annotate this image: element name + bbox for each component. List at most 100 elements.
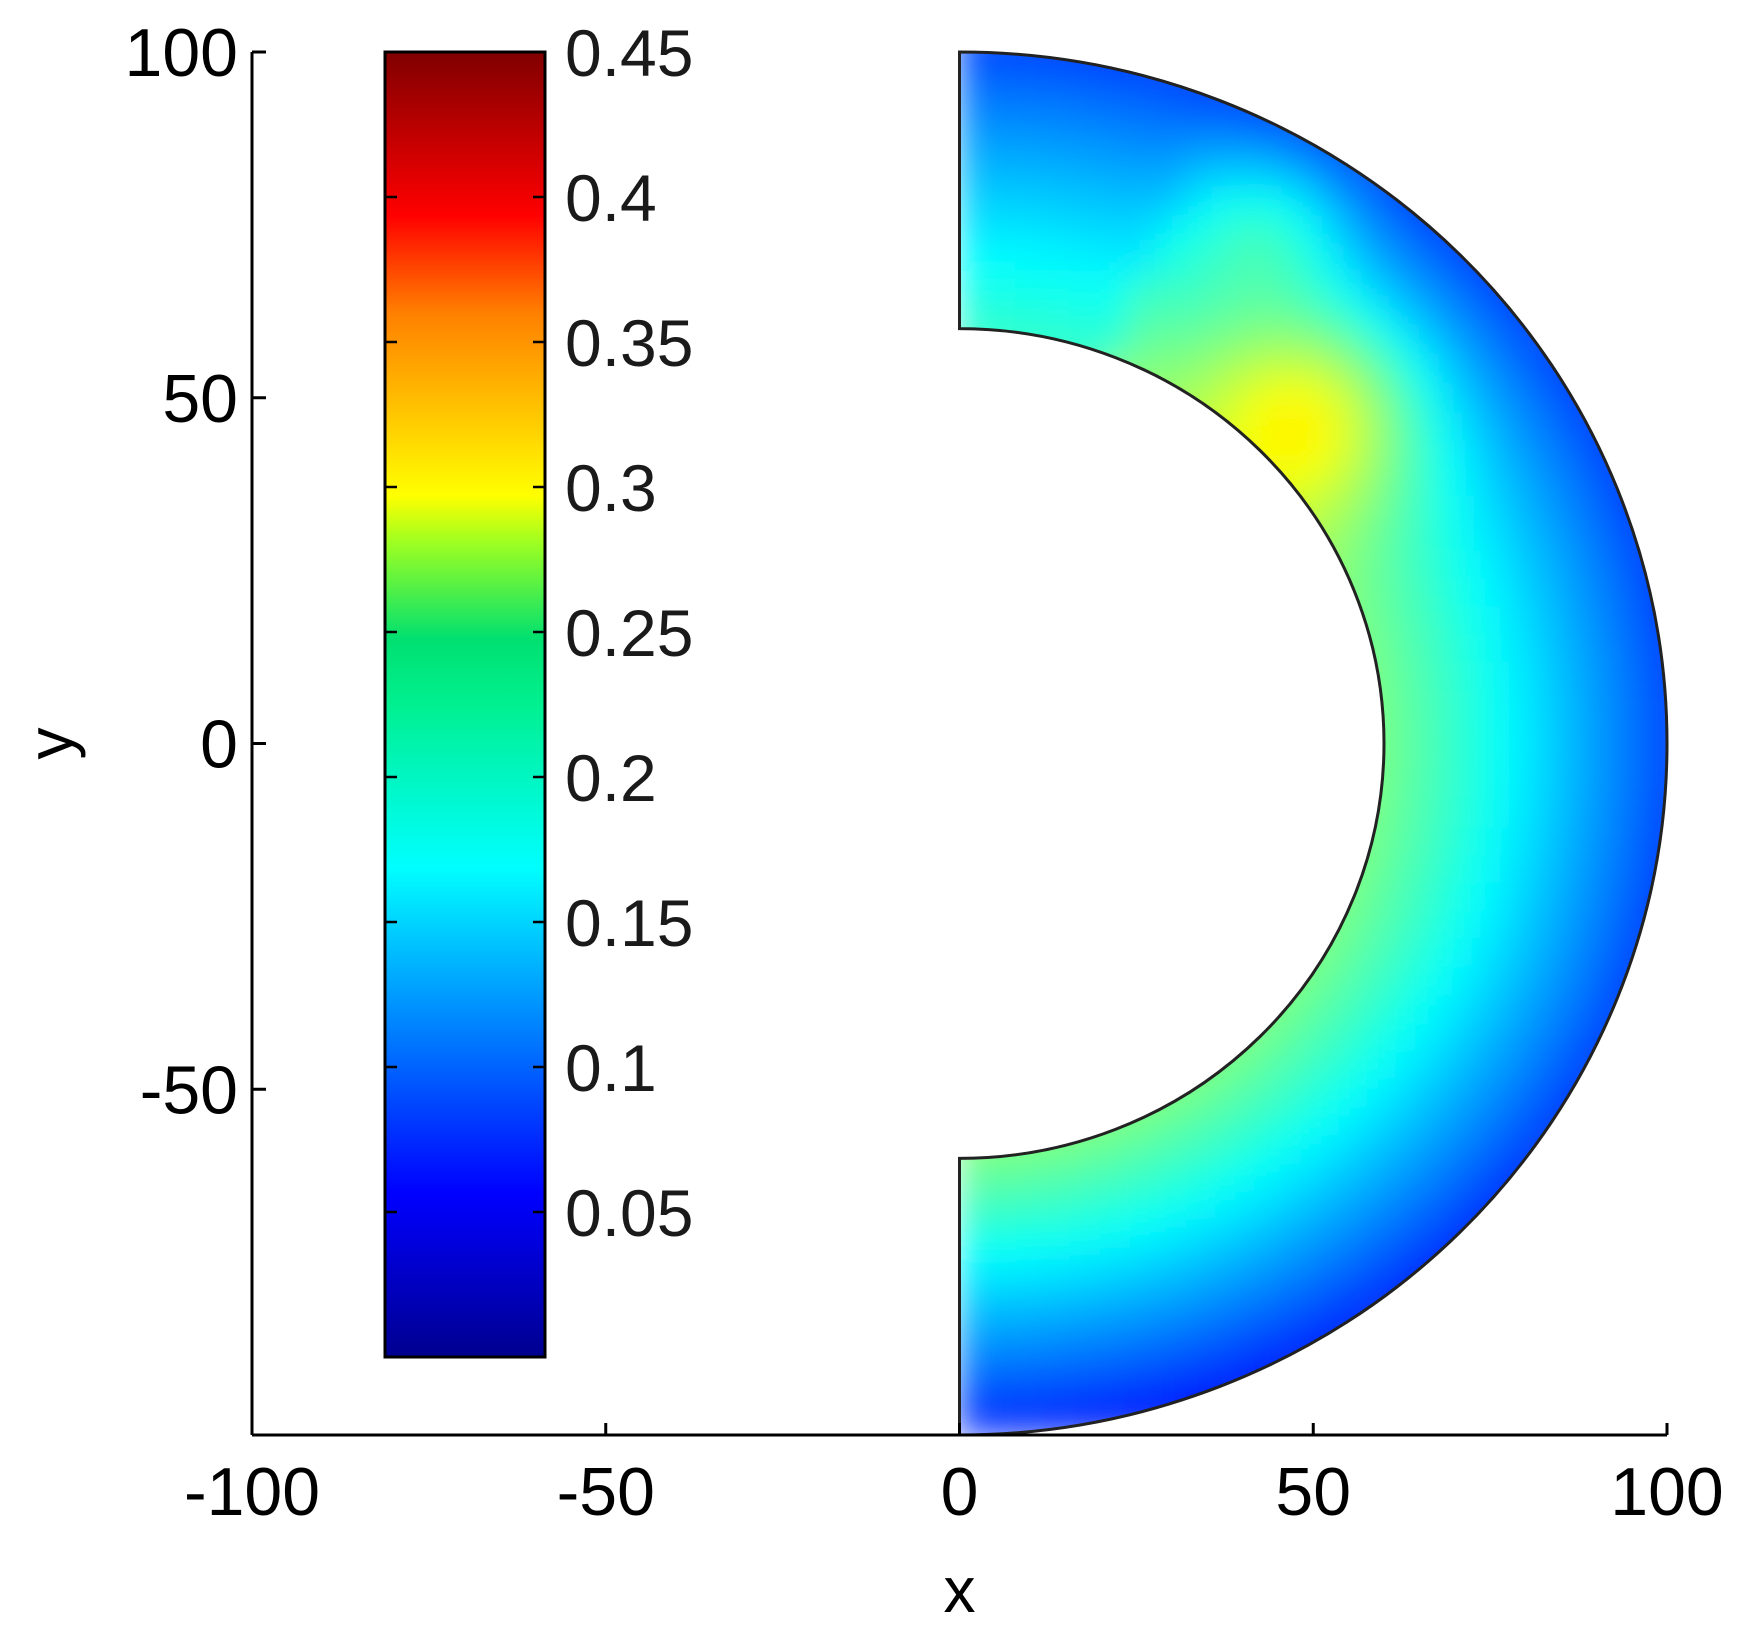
heatmap-cell (1269, 382, 1301, 413)
colorbar-tick-label: 0.05 (565, 1176, 693, 1250)
heatmap-cell (1467, 963, 1499, 994)
heatmap-cell (1128, 189, 1159, 219)
heatmap-cell (959, 1378, 989, 1409)
heatmap-cell (959, 1212, 989, 1243)
heatmap-cell (1100, 1185, 1131, 1215)
heatmap-cell (1439, 493, 1470, 524)
heatmap-cell (1326, 991, 1357, 1022)
heatmap-cell (1411, 797, 1442, 828)
heatmap-cell (1439, 797, 1470, 828)
heatmap-cell (1298, 327, 1329, 358)
heatmap-cell (1383, 714, 1414, 745)
heatmap-cell (1552, 936, 1584, 966)
heatmap-cell (1439, 936, 1470, 966)
heatmap-cell (986, 1378, 1018, 1409)
heatmap-cell (1100, 133, 1131, 164)
heatmap-cell (1439, 770, 1470, 800)
colorbar-tick-label: 0.35 (565, 306, 693, 380)
heatmap-cell (1637, 714, 1667, 745)
heatmap-cell (1213, 1323, 1244, 1354)
heatmap-cell (1411, 576, 1442, 607)
heatmap-cell (986, 1240, 1018, 1271)
heatmap-cell (1354, 216, 1385, 247)
heatmap-cell (986, 189, 1018, 219)
heatmap-cell (1354, 382, 1385, 413)
heatmap-cell (1269, 963, 1301, 994)
heatmap-cell (1496, 327, 1527, 358)
heatmap-cell (1467, 438, 1499, 468)
heatmap-cell (1467, 631, 1499, 662)
heatmap-cell (1354, 963, 1385, 994)
heatmap-cell (1326, 1129, 1357, 1160)
heatmap-cell (1326, 216, 1357, 247)
heatmap-cell (1383, 908, 1414, 939)
colorbar-tick-label: 0.25 (565, 596, 693, 670)
heatmap-cell (1298, 936, 1329, 966)
heatmap-cell (1326, 936, 1357, 966)
heatmap-cell (1241, 1129, 1272, 1160)
heatmap-cell (1015, 216, 1046, 247)
heatmap-cell (1128, 52, 1159, 53)
heatmap-cell (1128, 1212, 1159, 1243)
heatmap-cell (959, 1295, 989, 1326)
heatmap-cell (959, 1351, 989, 1381)
heatmap-cell (1354, 272, 1385, 302)
heatmap-cell (1241, 1268, 1272, 1298)
heatmap-cell (1354, 327, 1385, 358)
y-tick-label: 0 (200, 707, 238, 783)
heatmap-cell (1298, 161, 1329, 192)
heatmap-cell (1552, 410, 1584, 441)
heatmap-cell (1100, 78, 1131, 109)
heatmap-cell (986, 52, 1018, 81)
heatmap-cell (1298, 576, 1329, 607)
heatmap-cell (1383, 687, 1414, 717)
heatmap-cell (1354, 465, 1385, 496)
colorbar-tick-label: 0.45 (565, 16, 693, 90)
heatmap-cell (1156, 272, 1187, 302)
heatmap-cell (1552, 714, 1584, 745)
heatmap-cell (1298, 908, 1329, 939)
heatmap-cell (1411, 1102, 1442, 1132)
heatmap-cell (1524, 825, 1555, 856)
heatmap-cell (1383, 355, 1414, 385)
heatmap-cell (1326, 1074, 1357, 1105)
heatmap-cell (959, 355, 989, 385)
heatmap-cell (1354, 1074, 1385, 1105)
heatmap-cell (1043, 78, 1074, 109)
heatmap-cell (1213, 1351, 1244, 1381)
heatmap-cell (1269, 216, 1301, 247)
heatmap-cell (1298, 272, 1329, 302)
heatmap-cell (1269, 133, 1301, 164)
heatmap-cell (1383, 576, 1414, 607)
heatmap-cell (1496, 355, 1527, 385)
heatmap-cell (1043, 1157, 1074, 1188)
heatmap-cell (1354, 936, 1385, 966)
heatmap-cell (1383, 797, 1414, 828)
heatmap-cell (1411, 327, 1442, 358)
heatmap-cell (1184, 1019, 1216, 1049)
heatmap-cell (1298, 299, 1329, 330)
heatmap-cell (1326, 493, 1357, 524)
heatmap-cell (1666, 825, 1667, 856)
heatmap-cell (1666, 631, 1667, 662)
heatmap-cell (1496, 1074, 1527, 1105)
heatmap-cell (986, 52, 1018, 53)
heatmap-cell (1439, 991, 1470, 1022)
heatmap-cell (1100, 106, 1131, 136)
heatmap-cell (1213, 133, 1244, 164)
heatmap-cell (1354, 604, 1385, 634)
heatmap-cell (959, 1185, 989, 1215)
annulus-outline (958, 50, 1669, 1437)
heatmap-cell (1411, 714, 1442, 745)
heatmap-cell (1043, 1351, 1074, 1381)
heatmap-cell (1411, 853, 1442, 883)
heatmap-cell (1298, 410, 1329, 441)
heatmap-cell (1213, 1268, 1244, 1298)
heatmap-cell (1439, 548, 1470, 579)
heatmap-cell (986, 299, 1018, 330)
heatmap-cell (1439, 1102, 1470, 1132)
heatmap-cell (1241, 327, 1272, 358)
heatmap-cell (1354, 355, 1385, 385)
heatmap-cell (1241, 1378, 1272, 1409)
heatmap-cell (1467, 742, 1499, 773)
